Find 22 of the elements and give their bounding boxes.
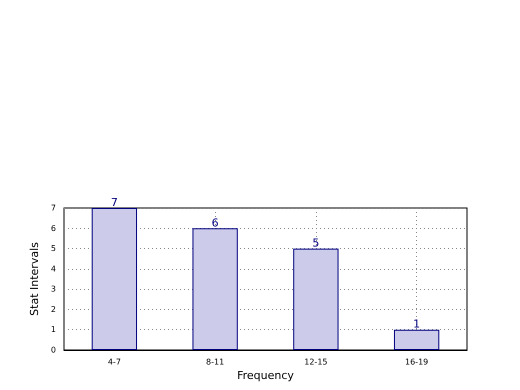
y-tick-label: 1 bbox=[50, 325, 56, 334]
x-tick-label: 16-19 bbox=[405, 358, 428, 366]
bar bbox=[394, 330, 440, 350]
x-axis-title: Frequency bbox=[237, 369, 294, 382]
y-tick-label: 0 bbox=[50, 346, 56, 354]
bar bbox=[192, 228, 238, 350]
y-tick-label: 6 bbox=[50, 224, 56, 233]
bar bbox=[92, 208, 138, 350]
data-label: 7 bbox=[110, 196, 118, 209]
x-tick-label: 4-7 bbox=[108, 358, 121, 366]
x-tick-label: 12-15 bbox=[304, 358, 328, 366]
y-tick-label: 3 bbox=[50, 284, 56, 294]
bar bbox=[293, 248, 339, 350]
y-axis-title: Stat Intervals bbox=[28, 242, 42, 316]
data-label: 1 bbox=[413, 318, 420, 331]
y-tick-label: 2 bbox=[50, 304, 56, 314]
y-tick-label: 7 bbox=[50, 204, 56, 212]
data-label: 6 bbox=[212, 216, 219, 230]
data-label: 5 bbox=[312, 236, 320, 250]
y-tick-label: 4 bbox=[50, 264, 56, 274]
y-tick-label: 5 bbox=[50, 244, 56, 254]
x-tick-label: 8-11 bbox=[206, 358, 224, 366]
